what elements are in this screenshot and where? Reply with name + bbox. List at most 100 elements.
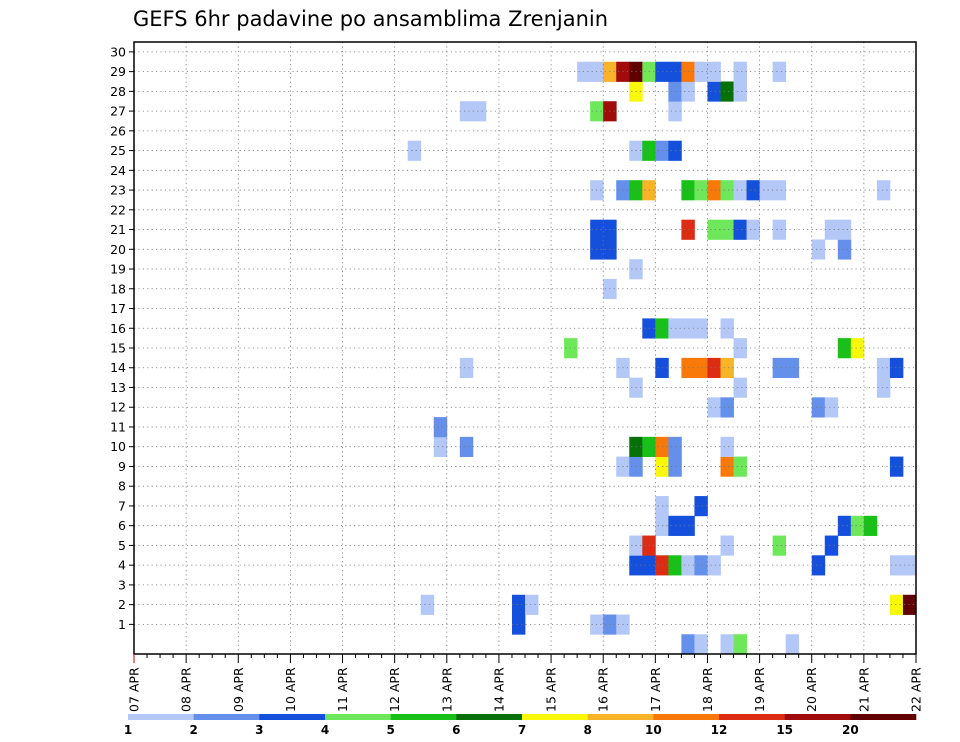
ensemble-cell bbox=[733, 456, 747, 477]
x-tick-label: 11 APR bbox=[335, 667, 350, 712]
legend-label: 3 bbox=[255, 723, 263, 737]
ensemble-cell bbox=[876, 377, 891, 398]
ensemble-cell bbox=[694, 318, 708, 339]
legend-label: 12 bbox=[711, 723, 728, 737]
x-axis-ticks: 07 APR 08 APR 09 APR 10 APR 11 APR 12 APR 13 A… bbox=[127, 654, 924, 712]
x-tick-label: 08 APR bbox=[179, 667, 194, 712]
y-tick-label: 14 bbox=[110, 360, 126, 375]
ensemble-cell bbox=[772, 357, 787, 379]
ensemble-cell bbox=[681, 555, 695, 576]
ensemble-cell bbox=[681, 357, 695, 379]
ensemble-cell bbox=[681, 81, 695, 102]
y-tick-label: 26 bbox=[110, 123, 126, 138]
legend-swatch bbox=[784, 714, 851, 720]
ensemble-cell bbox=[668, 515, 682, 536]
y-tick-label: 30 bbox=[110, 44, 126, 59]
ensemble-cell bbox=[811, 239, 826, 260]
ensemble-cell bbox=[668, 81, 682, 102]
ensemble-cell bbox=[694, 634, 708, 655]
legend-label: 20 bbox=[842, 723, 859, 737]
grid-lines bbox=[133, 42, 917, 654]
ensemble-cell bbox=[772, 535, 787, 556]
y-tick-label: 7 bbox=[118, 498, 126, 513]
ensemble-cell bbox=[824, 397, 839, 418]
legend-label: 8 bbox=[583, 723, 591, 737]
ensemble-cell bbox=[902, 555, 917, 576]
ensemble-cell bbox=[720, 357, 734, 379]
ensemble-cell bbox=[733, 634, 747, 655]
ensemble-cell bbox=[407, 140, 422, 161]
legend-swatch bbox=[456, 714, 523, 720]
ensemble-cell bbox=[694, 555, 708, 576]
ensemble-cell bbox=[837, 515, 852, 536]
ensemble-cell bbox=[707, 180, 721, 201]
x-tick-label: 09 APR bbox=[231, 667, 246, 712]
ensemble-cell bbox=[707, 219, 721, 240]
ensemble-cell bbox=[668, 436, 682, 457]
ensemble-cell bbox=[459, 357, 474, 379]
ensemble-cell bbox=[720, 180, 734, 201]
y-tick-label: 17 bbox=[110, 301, 126, 316]
legend-swatch bbox=[719, 714, 785, 720]
ensemble-cell bbox=[811, 397, 826, 418]
ensemble-cell bbox=[668, 456, 682, 477]
ensemble-cell bbox=[759, 180, 774, 201]
y-tick-label: 24 bbox=[110, 163, 126, 178]
ensemble-cell bbox=[733, 180, 747, 201]
ensemble-cell bbox=[694, 180, 708, 201]
ensemble-cell bbox=[564, 338, 578, 359]
y-tick-label: 2 bbox=[118, 597, 126, 612]
ensemble-cell bbox=[707, 555, 721, 576]
ensemble-cell bbox=[681, 318, 695, 339]
ensemble-cell bbox=[472, 101, 487, 122]
ensemble-cell bbox=[889, 555, 904, 576]
ensemble-cell bbox=[668, 555, 682, 576]
y-tick-label: 27 bbox=[110, 104, 126, 119]
ensemble-cell bbox=[733, 61, 747, 82]
y-tick-label: 23 bbox=[110, 183, 126, 198]
legend-swatch bbox=[325, 714, 391, 720]
ensemble-cell bbox=[889, 594, 904, 615]
ensemble-cell bbox=[785, 634, 800, 655]
ensemble-cell bbox=[772, 180, 787, 201]
legend-swatch bbox=[587, 714, 654, 720]
y-tick-label: 12 bbox=[110, 400, 126, 415]
ensemble-cell bbox=[707, 397, 721, 418]
legend-label: 1 bbox=[124, 723, 132, 737]
ensemble-cell bbox=[733, 81, 747, 102]
y-tick-label: 4 bbox=[118, 558, 126, 573]
ensemble-cell bbox=[681, 219, 695, 240]
x-tick-label: 14 APR bbox=[491, 667, 506, 712]
ensemble-cell bbox=[511, 594, 526, 615]
y-tick-label: 22 bbox=[110, 202, 126, 217]
x-tick-label: 20 APR bbox=[804, 667, 819, 712]
x-tick-label: 18 APR bbox=[700, 667, 715, 712]
ensemble-cell bbox=[850, 515, 865, 536]
y-tick-label: 16 bbox=[110, 321, 126, 336]
ensemble-cell bbox=[889, 357, 904, 379]
legend-label: 7 bbox=[518, 723, 526, 737]
y-tick-label: 29 bbox=[110, 64, 126, 79]
x-tick-label: 15 APR bbox=[544, 667, 559, 712]
y-tick-label: 20 bbox=[110, 242, 126, 257]
x-tick-label: 16 APR bbox=[596, 667, 611, 712]
ensemble-cell bbox=[668, 140, 682, 161]
ensemble-cell bbox=[733, 377, 747, 398]
legend-swatch bbox=[128, 714, 194, 720]
ensemble-cells bbox=[407, 61, 917, 655]
x-tick-label: 17 APR bbox=[648, 667, 663, 712]
ensemble-cell bbox=[459, 101, 474, 122]
legend-swatch bbox=[653, 714, 720, 720]
ensemble-cell bbox=[720, 634, 734, 655]
ensemble-cell bbox=[876, 357, 891, 379]
ensemble-cell bbox=[668, 101, 682, 122]
y-tick-label: 5 bbox=[118, 538, 126, 553]
ensemble-cell bbox=[720, 535, 734, 556]
legend-label: 4 bbox=[321, 723, 329, 737]
legend-swatch bbox=[390, 714, 457, 720]
ensemble-cell bbox=[681, 61, 695, 82]
ensemble-cell bbox=[746, 219, 760, 240]
legend-label: 2 bbox=[189, 723, 197, 737]
ensemble-cell bbox=[785, 357, 800, 379]
